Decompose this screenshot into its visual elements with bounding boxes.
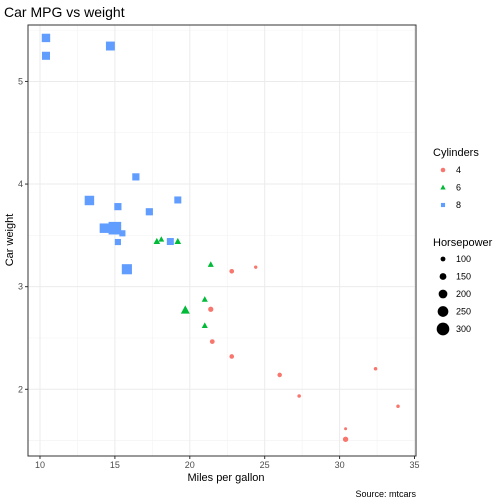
chart-title: Car MPG vs weight (4, 4, 125, 20)
horsepower-legend-title: Horsepower (433, 237, 493, 249)
data-point-cyl-4 (209, 339, 215, 344)
y-axis-title: Car weight (4, 214, 16, 267)
data-point-cyl-6 (180, 305, 190, 314)
data-point-cyl-4 (229, 354, 235, 359)
x-tick-label: 20 (185, 460, 195, 470)
data-point-cyl-8 (114, 203, 122, 211)
legend-label-cyl-4: 4 (456, 165, 461, 175)
data-point-cyl-6 (201, 296, 208, 302)
data-point-cyl-8 (84, 195, 95, 206)
data-point-cyl-8 (121, 264, 132, 275)
y-tick-label: 2 (18, 384, 23, 394)
legend-label-hp-100: 100 (456, 254, 471, 264)
cylinders-legend: Cylinders 4 6 8 (433, 147, 479, 210)
legend-size-circle (437, 306, 449, 317)
data-point-cyl-8 (166, 238, 174, 246)
y-tick-label: 3 (18, 282, 23, 292)
data-points (41, 33, 400, 442)
data-point-cyl-8 (99, 223, 110, 233)
y-axis-ticks: 2 3 4 5 (18, 76, 28, 394)
data-point-cyl-6 (201, 322, 208, 328)
y-tick-label: 5 (18, 76, 23, 86)
legend-label-cyl-6: 6 (456, 183, 461, 193)
legend-size-circle (438, 289, 448, 299)
data-point-cyl-6 (207, 261, 214, 267)
cylinders-legend-title: Cylinders (433, 147, 479, 159)
x-tick-label: 30 (335, 460, 345, 470)
legend-label-hp-250: 250 (456, 307, 471, 317)
data-point-cyl-6 (158, 236, 165, 242)
data-point-cyl-8 (41, 33, 51, 43)
data-point-cyl-4 (373, 367, 378, 371)
data-point-cyl-4 (254, 265, 258, 269)
data-point-cyl-4 (229, 268, 235, 274)
x-tick-label: 35 (409, 460, 419, 470)
data-point-cyl-8 (132, 173, 140, 181)
legend-key-triangle (440, 184, 446, 190)
data-point-cyl-4 (342, 436, 349, 442)
data-point-cyl-8 (105, 41, 115, 51)
data-point-cyl-4 (208, 306, 214, 312)
data-point-cyl-8 (145, 208, 153, 216)
data-point-cyl-8 (108, 221, 122, 235)
major-gridlines (28, 25, 416, 456)
data-point-cyl-8 (41, 51, 51, 60)
data-point-cyl-6 (174, 237, 182, 245)
chart-caption: Source: mtcars (355, 489, 416, 499)
data-point-cyl-8 (114, 238, 121, 246)
legend-key-circle (440, 167, 446, 173)
legend-label-hp-150: 150 (456, 272, 471, 282)
x-tick-label: 10 (35, 460, 45, 470)
legend-label-cyl-8: 8 (456, 200, 461, 210)
data-point-cyl-4 (297, 394, 301, 398)
legend-key-square (440, 202, 446, 208)
legend-size-circle (436, 322, 450, 336)
x-axis-title: Miles per gallon (187, 472, 264, 484)
data-point-cyl-4 (277, 372, 282, 378)
data-point-cyl-4 (396, 404, 400, 408)
legend-label-hp-200: 200 (456, 289, 471, 299)
data-point-cyl-8 (174, 196, 182, 204)
data-point-cyl-4 (344, 427, 348, 431)
panel-border (27, 24, 417, 457)
data-point-cyl-6 (153, 237, 161, 245)
horsepower-legend: Horsepower 100 150 200 250 300 (433, 237, 493, 336)
x-tick-label: 15 (110, 460, 120, 470)
x-tick-label: 25 (260, 460, 270, 470)
data-point-cyl-8 (119, 230, 126, 237)
legend-label-hp-300: 300 (456, 324, 471, 334)
legend-size-circle (439, 273, 447, 280)
legend-size-circle (440, 256, 446, 262)
x-axis-ticks: 10 15 20 25 30 35 (35, 456, 420, 470)
y-tick-label: 4 (18, 179, 23, 189)
minor-gridlines (28, 25, 416, 456)
